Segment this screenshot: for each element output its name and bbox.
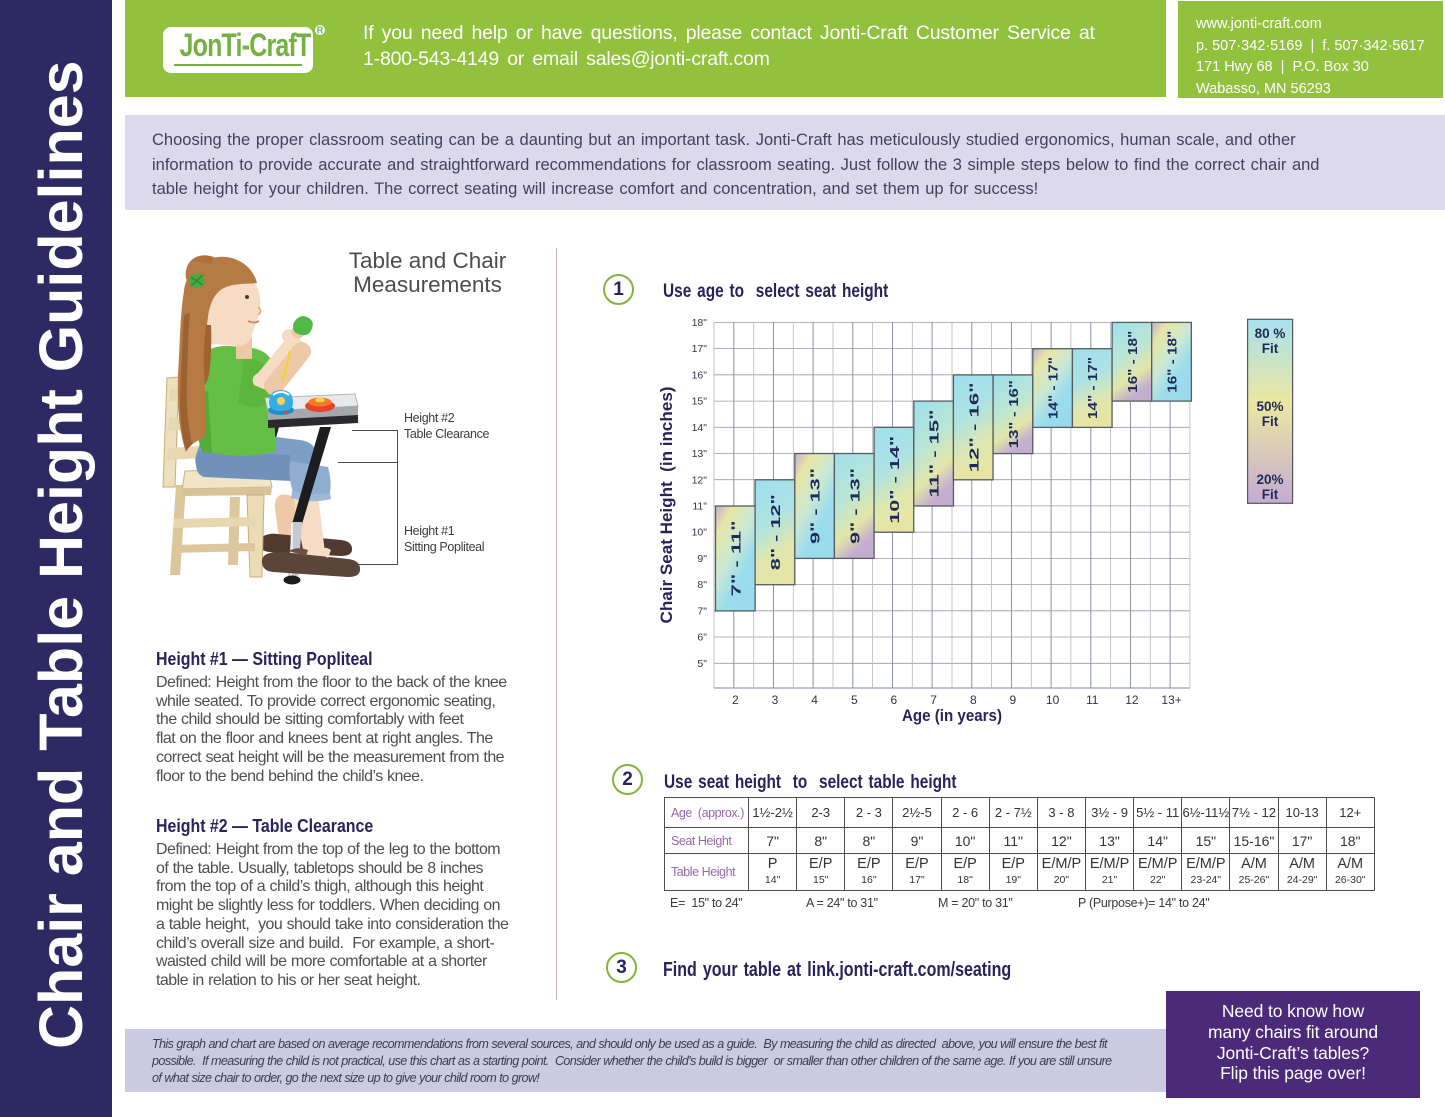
svg-text:12": 12"	[692, 474, 708, 486]
svg-text:7: 7	[930, 693, 937, 707]
svg-text:Fit: Fit	[1262, 341, 1279, 356]
svg-text:16": 16"	[692, 369, 708, 381]
svg-text:8" - 12": 8" - 12"	[769, 494, 783, 570]
svg-text:17": 17"	[692, 343, 708, 355]
svg-text:9": 9"	[697, 553, 707, 565]
svg-text:Fit: Fit	[1262, 487, 1279, 502]
svg-text:Fit: Fit	[1262, 414, 1279, 429]
svg-text:6: 6	[891, 693, 898, 707]
svg-text:4: 4	[811, 693, 818, 707]
svg-text:10" - 14": 10" - 14"	[888, 436, 902, 524]
svg-text:Chair Seat Height (in inches): Chair Seat Height (in inches)	[657, 387, 676, 624]
svg-text:8": 8"	[697, 579, 707, 591]
svg-text:Age (in years): Age (in years)	[902, 706, 1002, 725]
svg-text:6": 6"	[697, 632, 707, 644]
svg-text:9: 9	[1010, 693, 1017, 707]
svg-text:80 %: 80 %	[1255, 326, 1286, 341]
svg-text:7" - 11": 7" - 11"	[729, 520, 743, 596]
svg-text:5: 5	[851, 693, 858, 707]
svg-text:13": 13"	[692, 448, 708, 460]
svg-text:9" - 13": 9" - 13"	[809, 468, 823, 544]
svg-text:14" - 17": 14" - 17"	[1047, 357, 1061, 419]
svg-text:12" - 16": 12" - 16"	[967, 382, 981, 472]
svg-text:11": 11"	[692, 501, 707, 513]
svg-text:8: 8	[970, 693, 977, 707]
svg-text:16" - 18": 16" - 18"	[1126, 331, 1140, 393]
svg-text:13+: 13+	[1161, 693, 1181, 707]
svg-text:9" - 13": 9" - 13"	[848, 468, 862, 544]
svg-text:11" - 15": 11" - 15"	[928, 409, 942, 497]
svg-text:7": 7"	[697, 605, 707, 617]
svg-text:20%: 20%	[1256, 472, 1283, 487]
svg-text:18": 18"	[692, 317, 708, 329]
svg-text:5": 5"	[697, 658, 707, 670]
svg-text:10": 10"	[692, 527, 708, 539]
svg-text:2: 2	[732, 693, 739, 707]
svg-text:16" - 18": 16" - 18"	[1166, 331, 1180, 393]
svg-text:14" - 17": 14" - 17"	[1086, 357, 1100, 419]
svg-text:14": 14"	[692, 422, 708, 434]
svg-text:10: 10	[1046, 693, 1060, 707]
svg-text:13" - 16": 13" - 16"	[1007, 380, 1021, 448]
svg-text:3: 3	[772, 693, 779, 707]
svg-text:50%: 50%	[1256, 399, 1283, 414]
svg-text:15": 15"	[692, 396, 708, 408]
svg-text:11: 11	[1086, 693, 1099, 707]
svg-text:12: 12	[1125, 693, 1139, 707]
